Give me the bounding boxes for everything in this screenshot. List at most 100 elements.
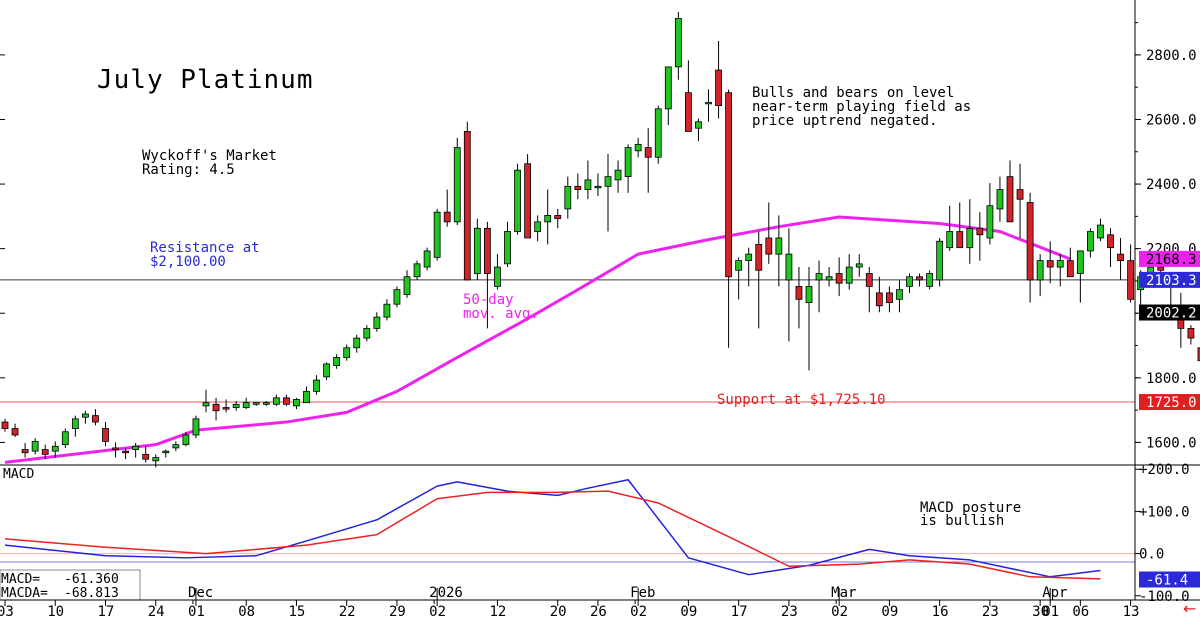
candle-body: [604, 176, 612, 187]
candle: [272, 394, 280, 406]
annotation-ma: mov. avg.: [463, 306, 539, 322]
candle-body: [1026, 202, 1034, 281]
candle: [132, 443, 140, 458]
candle: [695, 118, 702, 142]
candle: [122, 447, 129, 460]
candle-body: [212, 403, 220, 412]
candle-body: [1076, 250, 1084, 274]
candle-body: [41, 449, 49, 455]
candle-body: [855, 263, 863, 268]
candle: [142, 446, 150, 463]
candle-body: [192, 418, 200, 436]
candle-body: [333, 357, 341, 366]
x-tick-label: 03: [0, 604, 14, 620]
candle-body: [564, 185, 572, 210]
candle: [433, 208, 441, 261]
price-tag: [1139, 250, 1200, 267]
annotation-wyckoff: Rating: 4.5: [142, 162, 235, 178]
candle-body: [825, 276, 833, 281]
candle-body: [162, 450, 170, 454]
x-tick-label: 17: [98, 604, 115, 620]
macd-y-tick-label: -100.0: [1139, 589, 1190, 605]
candle-body: [92, 415, 99, 423]
x-tick-label: 02: [630, 604, 647, 620]
candle-body: [614, 169, 622, 181]
candle: [303, 386, 310, 404]
candle: [242, 397, 250, 410]
x-tick-label: 24: [148, 604, 165, 620]
month-label: Apr: [1042, 585, 1067, 601]
macd-legend-box: [0, 569, 141, 601]
candle: [966, 199, 974, 264]
x-tick-label: 15: [288, 604, 305, 620]
candle: [1197, 347, 1200, 362]
candle-body: [112, 447, 119, 450]
candle-body: [413, 263, 421, 278]
candle: [71, 415, 79, 437]
candle-body: [896, 289, 903, 300]
candle-body: [343, 347, 351, 358]
candle: [423, 247, 431, 271]
candle: [313, 375, 320, 395]
candle: [674, 11, 682, 80]
candle-body: [423, 250, 431, 268]
price-y-tick-label: 1600.0: [1146, 435, 1197, 451]
candle: [162, 449, 170, 458]
candle: [182, 431, 190, 447]
candle-body: [363, 328, 371, 339]
candle: [805, 267, 813, 371]
candle-body: [554, 214, 562, 220]
candle: [11, 423, 19, 437]
x-tick-label: 17: [731, 604, 748, 620]
candle-body: [1157, 266, 1165, 271]
candle-body: [172, 444, 180, 449]
candle: [172, 441, 180, 452]
annotation-resistance: Resistance at: [150, 240, 260, 256]
candle-body: [695, 121, 702, 129]
x-tick-label: 26: [590, 604, 607, 620]
candle-body: [443, 211, 451, 223]
price-y-tick-label: 2600.0: [1146, 112, 1197, 128]
candle: [483, 221, 491, 329]
candle-body: [132, 445, 140, 450]
left-arrow-icon[interactable]: ←: [1183, 599, 1196, 618]
candle-body: [845, 266, 853, 284]
price-y-tick-label: 2400.0: [1146, 177, 1197, 193]
moving-average-line: [4, 215, 1071, 464]
candle-body: [835, 273, 843, 284]
annotation-support: Support at $1,725.10: [717, 392, 886, 408]
candle-body: [1066, 260, 1074, 278]
month-label: 2026: [429, 585, 463, 601]
candle-body: [31, 441, 39, 452]
candle: [685, 60, 692, 132]
candle: [473, 218, 481, 280]
candle-body: [936, 240, 944, 281]
candle: [906, 273, 913, 293]
x-tick-label: 09: [680, 604, 697, 620]
candle-body: [906, 276, 913, 287]
candle-body: [483, 227, 491, 274]
candle: [252, 402, 260, 406]
candle-body: [122, 450, 129, 454]
candle: [373, 312, 381, 332]
candle-body: [463, 131, 471, 281]
candle-body: [785, 253, 793, 281]
candle: [865, 267, 873, 313]
candle: [534, 215, 542, 242]
candle: [353, 334, 361, 353]
candle-body: [433, 211, 441, 258]
candle-body: [865, 273, 873, 287]
candle: [634, 137, 642, 158]
candle: [855, 254, 863, 277]
candle-body: [403, 276, 411, 295]
candle: [785, 228, 793, 342]
candle-body: [514, 169, 521, 232]
candle-body: [21, 449, 29, 454]
candle-body: [745, 253, 753, 261]
macd-annotation: is bullish: [920, 513, 1004, 529]
candle: [644, 128, 652, 193]
candle: [21, 443, 29, 458]
annotation-bulls: Bulls and bears on level: [752, 85, 954, 101]
candle: [815, 260, 823, 313]
